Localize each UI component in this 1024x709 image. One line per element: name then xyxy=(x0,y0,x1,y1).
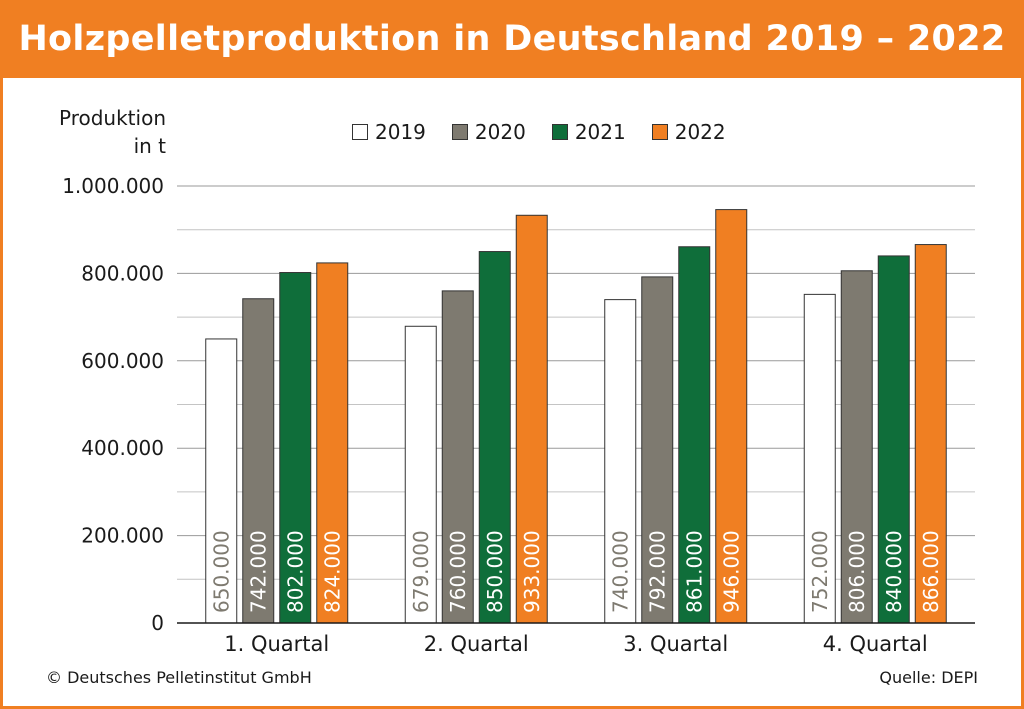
bar-value-label: 760.000 xyxy=(446,530,470,613)
bar-2020-q1 xyxy=(242,298,275,624)
bar-2020-q2 xyxy=(441,290,474,624)
bar-2019-q3 xyxy=(604,299,637,624)
y-tick-label: 600.000 xyxy=(81,349,164,373)
title-bar xyxy=(0,0,1024,78)
copyright-text: © Deutsches Pelletinstitut GmbH xyxy=(46,668,312,687)
bar-value-label: 861.000 xyxy=(682,530,706,613)
bar-2021-q4 xyxy=(877,255,910,624)
legend-item-2022: 2022 xyxy=(651,120,726,144)
y-axis-label-line-1: Produktion xyxy=(59,106,166,130)
bar-2022-q2 xyxy=(515,214,548,624)
x-category-label: 2. Quartal xyxy=(424,632,529,656)
bar-value-label: 650.000 xyxy=(209,530,233,613)
legend-swatch xyxy=(551,124,568,140)
legend-item-2019: 2019 xyxy=(352,120,426,144)
chart-title: Holzpelletproduktion in Deutschland 2019… xyxy=(18,19,1006,59)
bar-2020-q3 xyxy=(641,276,674,624)
legend-swatch xyxy=(651,124,668,140)
bar-2019-q4 xyxy=(803,293,836,624)
x-category-label: 3. Quartal xyxy=(623,632,728,656)
bar-2019-q1 xyxy=(205,338,238,624)
bar-value-label: 740.000 xyxy=(608,530,632,613)
x-category-label: 4. Quartal xyxy=(823,632,928,656)
bar-value-label: 840.000 xyxy=(882,530,906,613)
bar-2021-q3 xyxy=(678,246,711,624)
bar-value-label: 824.000 xyxy=(320,530,344,613)
legend-label: 2019 xyxy=(375,120,426,144)
source-text: Quelle: DEPI xyxy=(879,668,978,687)
legend-label: 2022 xyxy=(674,120,726,144)
legend-item-2020: 2020 xyxy=(451,120,526,144)
bar-value-label: 742.000 xyxy=(246,530,270,613)
bar-value-label: 866.000 xyxy=(919,530,943,613)
bar-2022-q3 xyxy=(715,209,748,624)
legend-label: 2021 xyxy=(574,120,626,144)
y-tick-label: 800.000 xyxy=(81,261,164,285)
bar-value-label: 946.000 xyxy=(719,530,743,613)
bar-2021-q2 xyxy=(478,251,511,624)
bar-value-label: 933.000 xyxy=(520,530,544,613)
legend-swatch xyxy=(352,124,368,140)
y-axis-label-line-2: in t xyxy=(133,134,166,158)
x-category-label: 1. Quartal xyxy=(224,632,329,656)
y-tick-label: 1.000.000 xyxy=(62,174,164,198)
bar-2020-q4 xyxy=(840,270,873,624)
bar-value-label: 850.000 xyxy=(483,530,507,613)
bar-value-label: 802.000 xyxy=(283,530,307,613)
bar-value-label: 806.000 xyxy=(845,530,869,613)
y-tick-label: 200.000 xyxy=(81,524,164,548)
bar-2021-q1 xyxy=(279,272,312,624)
y-tick-label: 0 xyxy=(151,611,164,635)
y-axis-label: Produktion in t xyxy=(59,104,166,160)
y-tick-label: 400.000 xyxy=(81,436,164,460)
legend-label: 2020 xyxy=(474,120,526,144)
legend: 2019 2020 2021 2022 xyxy=(352,118,752,146)
bar-2022-q1 xyxy=(316,262,349,624)
bar-value-label: 792.000 xyxy=(645,530,669,613)
legend-item-2021: 2021 xyxy=(551,120,626,144)
bar-value-label: 679.000 xyxy=(409,530,433,613)
bar-2019-q2 xyxy=(404,325,437,624)
bar-value-label: 752.000 xyxy=(808,530,832,613)
legend-swatch xyxy=(451,124,468,140)
